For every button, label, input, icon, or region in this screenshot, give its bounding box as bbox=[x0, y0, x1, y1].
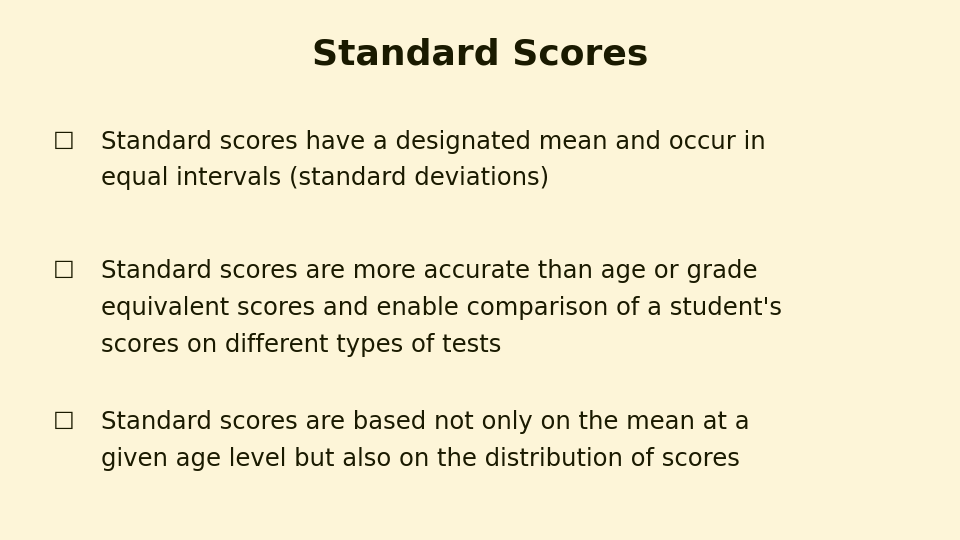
Text: scores on different types of tests: scores on different types of tests bbox=[101, 333, 501, 356]
Text: equivalent scores and enable comparison of a student's: equivalent scores and enable comparison … bbox=[101, 296, 781, 320]
Text: given age level but also on the distribution of scores: given age level but also on the distribu… bbox=[101, 447, 739, 471]
Text: Standard scores are more accurate than age or grade: Standard scores are more accurate than a… bbox=[101, 259, 757, 283]
Text: Standard Scores: Standard Scores bbox=[312, 38, 648, 72]
Text: ☐: ☐ bbox=[53, 410, 75, 434]
Text: ☐: ☐ bbox=[53, 130, 75, 153]
Text: equal intervals (standard deviations): equal intervals (standard deviations) bbox=[101, 166, 549, 190]
Text: Standard scores are based not only on the mean at a: Standard scores are based not only on th… bbox=[101, 410, 750, 434]
Text: Standard scores have a designated mean and occur in: Standard scores have a designated mean a… bbox=[101, 130, 765, 153]
Text: ☐: ☐ bbox=[53, 259, 75, 283]
